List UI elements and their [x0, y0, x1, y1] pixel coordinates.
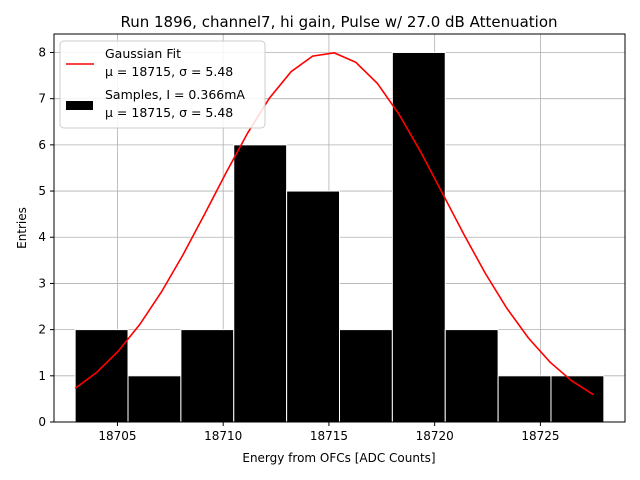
histogram-bar	[339, 329, 393, 423]
y-axis-ticks: 0 1 2 3 4 5 6 7 8	[38, 45, 54, 429]
gaussian-fit-curve	[74, 52, 594, 396]
x-tick-label: 18715	[310, 429, 348, 443]
legend-box	[59, 40, 266, 129]
y-tick-label: 2	[38, 323, 46, 337]
y-tick-label: 1	[38, 369, 46, 383]
histogram-bar	[497, 375, 552, 423]
gaussian-fit-layer	[74, 52, 594, 396]
x-tick-label: 18720	[416, 429, 454, 443]
y-axis-label: Entries	[15, 207, 29, 249]
legend-fit-name: Gaussian Fit	[105, 46, 181, 61]
y-tick-label: 6	[38, 138, 46, 152]
chart-title: Run 1896, channel7, hi gain, Pulse w/ 27…	[120, 13, 557, 31]
x-axis-label: Energy from OFCs [ADC Counts]	[242, 451, 435, 465]
x-tick-label: 18705	[98, 429, 136, 443]
y-tick-label: 4	[38, 230, 46, 244]
legend-fit-stats: μ = 18715, σ = 5.48	[105, 64, 233, 79]
histogram-bar	[550, 375, 605, 423]
plot-frame	[53, 33, 626, 423]
x-tick-label: 18725	[521, 429, 559, 443]
histogram-bar	[444, 329, 499, 423]
x-axis-ticks: 18705 18710 18715 18720 18725	[98, 422, 560, 443]
legend: Gaussian Fit μ = 18715, σ = 5.48 Samples…	[59, 40, 266, 129]
x-tick-label: 18710	[204, 429, 242, 443]
y-tick-label: 0	[38, 415, 46, 429]
histogram-bar	[286, 190, 341, 423]
y-tick-label: 5	[38, 184, 46, 198]
y-tick-label: 3	[38, 276, 46, 290]
legend-samples-stats: μ = 18715, σ = 5.48	[105, 105, 233, 120]
y-tick-label: 8	[38, 45, 46, 59]
histogram-bar	[233, 144, 288, 423]
legend-samples-name: Samples, I = 0.366mA	[105, 87, 245, 102]
legend-samples-swatch	[66, 101, 93, 110]
histogram-bar	[180, 329, 235, 423]
y-tick-label: 7	[38, 92, 46, 106]
histogram-bar	[74, 329, 129, 423]
histogram-bars	[74, 51, 605, 423]
histogram-bar	[127, 375, 182, 423]
histogram-bar	[391, 51, 446, 423]
